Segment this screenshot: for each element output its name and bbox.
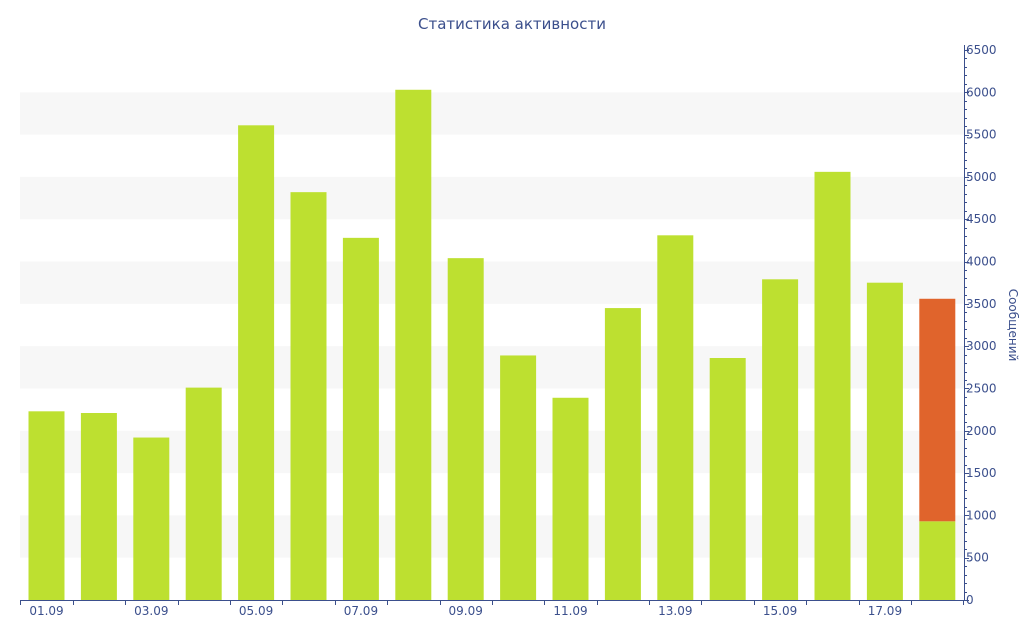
bar-10.09-s0[interactable] xyxy=(500,355,537,600)
y-tick-label: 2000 xyxy=(966,424,997,438)
y-axis-title: Сообщений xyxy=(1006,289,1020,362)
bar-03.09-s0[interactable] xyxy=(133,437,170,600)
x-tick-label: 07.09 xyxy=(344,604,378,618)
grid-band xyxy=(20,430,964,474)
y-tick-label: 0 xyxy=(966,593,974,607)
bar-02.09-s0[interactable] xyxy=(80,413,117,600)
bar-18.09-s0[interactable] xyxy=(919,521,956,600)
grid-band xyxy=(20,346,964,389)
bar-05.09-s0[interactable] xyxy=(238,125,275,601)
y-tick-label: 5500 xyxy=(966,128,997,142)
bar-04.09-s0[interactable] xyxy=(185,387,222,600)
chart-title: Статистика активности xyxy=(418,15,606,33)
y-tick-label: 1500 xyxy=(966,466,997,480)
y-tick-label: 6000 xyxy=(966,85,997,99)
y-tick-label: 6500 xyxy=(966,43,997,57)
bar-09.09-s0[interactable] xyxy=(447,258,484,600)
x-tick-label: 15.09 xyxy=(763,604,797,618)
bar-16.09-s0[interactable] xyxy=(814,171,851,600)
x-axis: 01.09 03.09 05.09 07.09 09.09 11.09 13.09 15.09… xyxy=(20,600,964,618)
y-tick-label: 3000 xyxy=(966,339,997,353)
y-tick-label: 4000 xyxy=(966,255,997,269)
x-tick-label: 03.09 xyxy=(134,604,168,618)
x-tick-label: 01.09 xyxy=(29,604,63,618)
grid-band xyxy=(20,261,964,304)
y-tick-label: 3500 xyxy=(966,297,997,311)
bar-08.09-s0[interactable] xyxy=(395,89,432,601)
x-tick-label: 11.09 xyxy=(553,604,587,618)
bar-15.09-s0[interactable] xyxy=(762,279,799,600)
y-tick-label: 2500 xyxy=(966,381,997,395)
bar-12.09-s0[interactable] xyxy=(604,308,641,600)
y-tick-label: 5000 xyxy=(966,170,997,184)
x-tick-label: 13.09 xyxy=(658,604,692,618)
bar-07.09-s0[interactable] xyxy=(342,237,379,600)
bar-13.09-s0[interactable] xyxy=(657,235,694,601)
x-tick-label: 05.09 xyxy=(239,604,273,618)
grid-band xyxy=(20,92,964,135)
grid-band xyxy=(20,176,964,220)
bar-17.09-s0[interactable] xyxy=(866,282,903,600)
bar-18.09-s1[interactable] xyxy=(919,298,956,522)
bar-01.09-s0[interactable] xyxy=(28,411,65,600)
x-tick-label: 09.09 xyxy=(449,604,483,618)
y-tick-label: 1000 xyxy=(966,508,997,522)
bar-14.09-s0[interactable] xyxy=(709,358,746,600)
bar-11.09-s0[interactable] xyxy=(552,397,589,600)
y-tick-label: 500 xyxy=(966,551,989,565)
bar-06.09-s0[interactable] xyxy=(290,192,327,600)
grid-band xyxy=(20,515,964,558)
x-tick-label: 17.09 xyxy=(868,604,902,618)
bars xyxy=(28,89,956,601)
y-tick-label: 4500 xyxy=(966,212,997,226)
y-axis: 0 500 1000 1500 2000 2500 3000 3500 4000 4500 5000… xyxy=(964,43,997,607)
grid-bands xyxy=(20,92,964,558)
